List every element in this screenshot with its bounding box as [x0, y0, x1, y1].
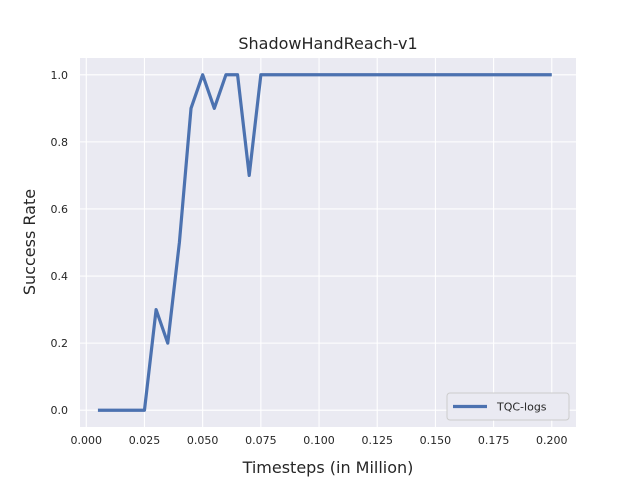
- grid-lines: [80, 58, 576, 427]
- x-axis-label: Timesteps (in Million): [242, 458, 414, 477]
- y-tick-label: 1.0: [51, 69, 69, 82]
- legend-box: [446, 392, 570, 421]
- series-layer: [97, 73, 552, 412]
- y-tick-label: 0.0: [51, 404, 69, 417]
- x-tick-label: 0.050: [187, 434, 219, 447]
- y-tick-label: 0.2: [51, 337, 69, 350]
- legend: TQC-logs: [446, 392, 570, 421]
- x-tick-label: 0.075: [245, 434, 277, 447]
- y-axis-label: Success Rate: [20, 189, 39, 295]
- x-tick-label: 0.150: [420, 434, 452, 447]
- x-tick-label: 0.200: [536, 434, 568, 447]
- x-tick-label: 0.100: [303, 434, 335, 447]
- chart-title: ShadowHandReach-v1: [238, 34, 417, 53]
- series-line-tqc-logs: [97, 73, 552, 412]
- y-tick-label: 0.6: [51, 203, 69, 216]
- tick-labels: 0.000 0.025 0.050 0.075 0.100 0.125 0.150 0.175…: [51, 69, 568, 447]
- plot-background: [80, 58, 576, 427]
- x-tick-label: 0.025: [129, 434, 161, 447]
- x-tick-label: 0.175: [478, 434, 510, 447]
- x-tick-label: 0.000: [71, 434, 103, 447]
- x-tick-label: 0.125: [361, 434, 393, 447]
- y-tick-label: 0.4: [51, 270, 69, 283]
- legend-label-tqc-logs: TQC-logs: [496, 401, 547, 414]
- y-tick-label: 0.8: [51, 136, 69, 149]
